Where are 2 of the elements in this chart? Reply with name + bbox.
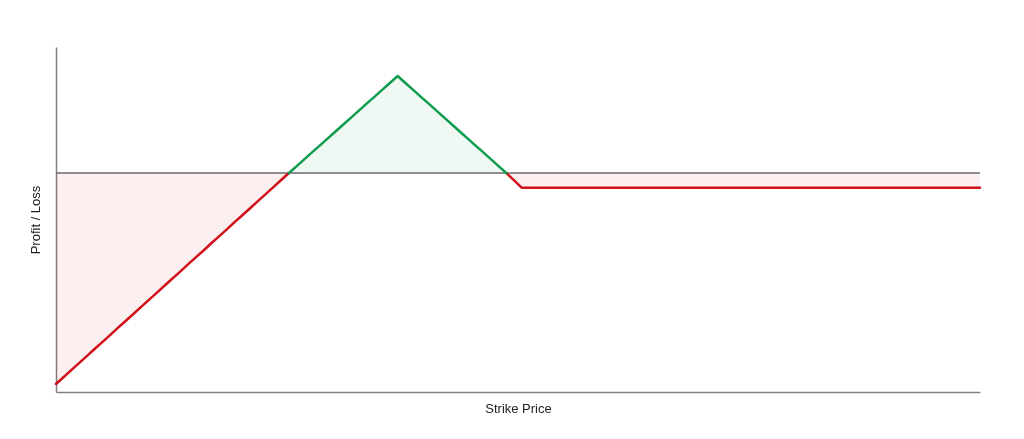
y-axis-title: Profit / Loss <box>27 185 43 255</box>
x-axis-title: Strike Price <box>485 400 552 416</box>
